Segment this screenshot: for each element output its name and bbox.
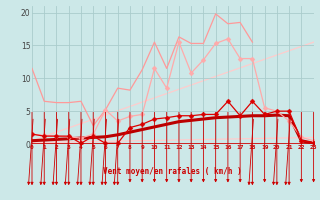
X-axis label: Vent moyen/en rafales ( km/h ): Vent moyen/en rafales ( km/h ) xyxy=(103,167,242,176)
